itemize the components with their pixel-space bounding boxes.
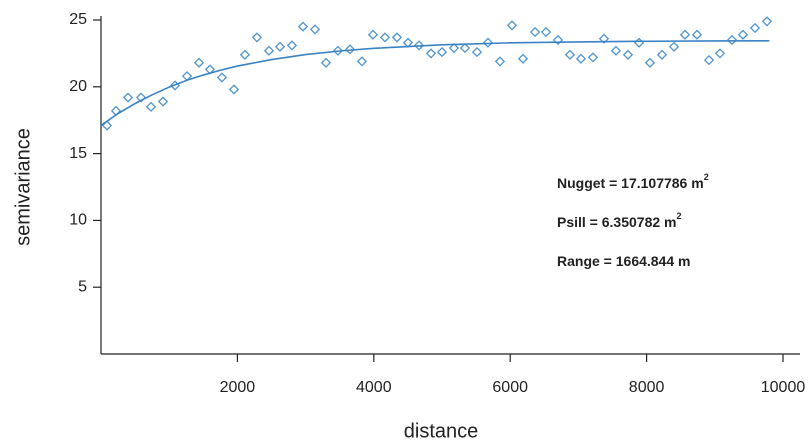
data-point [714,48,726,59]
data-point [668,41,680,52]
data-point [193,57,205,68]
annotation-text: Psill = 6.350782 m [557,214,676,230]
x-tick-label: 8000 [629,379,665,396]
data-point [391,32,403,43]
data-point [656,49,668,60]
annotation: Psill = 6.350782 m2 [557,211,682,229]
data-point [482,37,494,48]
fit-curve [100,40,770,127]
y-tick-label: 25 [69,11,87,28]
data-point [633,37,645,48]
annotation: Range = 1664.844 m [557,253,690,269]
annotation-superscript: 2 [704,172,709,182]
annotation-text: Range = 1664.844 m [557,253,690,269]
data-point [679,29,691,40]
data-point [529,26,541,38]
data-point [274,41,286,52]
data-point [297,21,309,32]
data-point [761,16,773,27]
data-point [379,32,391,43]
annotation-superscript: 2 [676,211,681,221]
data-point [122,92,134,103]
data-point [251,32,263,43]
data-point [471,46,483,58]
annotation: Nugget = 17.107786 m2 [557,172,709,190]
y-axis-label: semivariance [12,128,34,246]
data-point [309,24,321,35]
data-point [575,53,587,64]
data-point [228,84,240,95]
data-point [367,29,379,40]
data-point [749,22,761,34]
x-tick-label: 2000 [220,379,256,396]
data-point [135,92,147,103]
data-point [263,45,275,56]
data-point [703,54,715,66]
y-tick-label: 20 [69,78,87,95]
x-axis-label: distance [404,420,479,442]
y-tick-label: 15 [69,145,87,162]
data-point [552,34,564,46]
data-point [286,40,298,51]
data-point [506,20,518,31]
data-point [564,49,576,60]
data-point [540,26,552,38]
data-point [425,48,437,59]
x-tick-label: 10000 [761,379,806,396]
data-point [356,56,368,67]
data-point [239,49,251,60]
data-point [344,44,356,55]
data-point [320,57,332,68]
data-point [448,42,460,54]
data-point [622,49,634,60]
annotation-text: Nugget = 17.107786 m [557,175,704,191]
data-point [145,101,157,112]
y-tick-label: 10 [69,212,87,229]
data-point [644,57,656,68]
data-point [610,45,622,56]
data-point [726,34,738,46]
data-point [459,42,471,54]
x-tick-label: 4000 [356,379,392,396]
data-point [691,29,703,40]
data-point [587,52,599,63]
x-tick-label: 6000 [492,379,528,396]
data-point [598,33,610,44]
data-point [517,53,529,64]
y-tick-label: 5 [78,278,87,295]
data-point [332,45,344,56]
data-point [737,29,749,40]
data-point [413,40,425,51]
data-point [157,96,169,107]
data-point [494,56,506,67]
data-point [436,46,448,58]
data-point [216,72,228,83]
